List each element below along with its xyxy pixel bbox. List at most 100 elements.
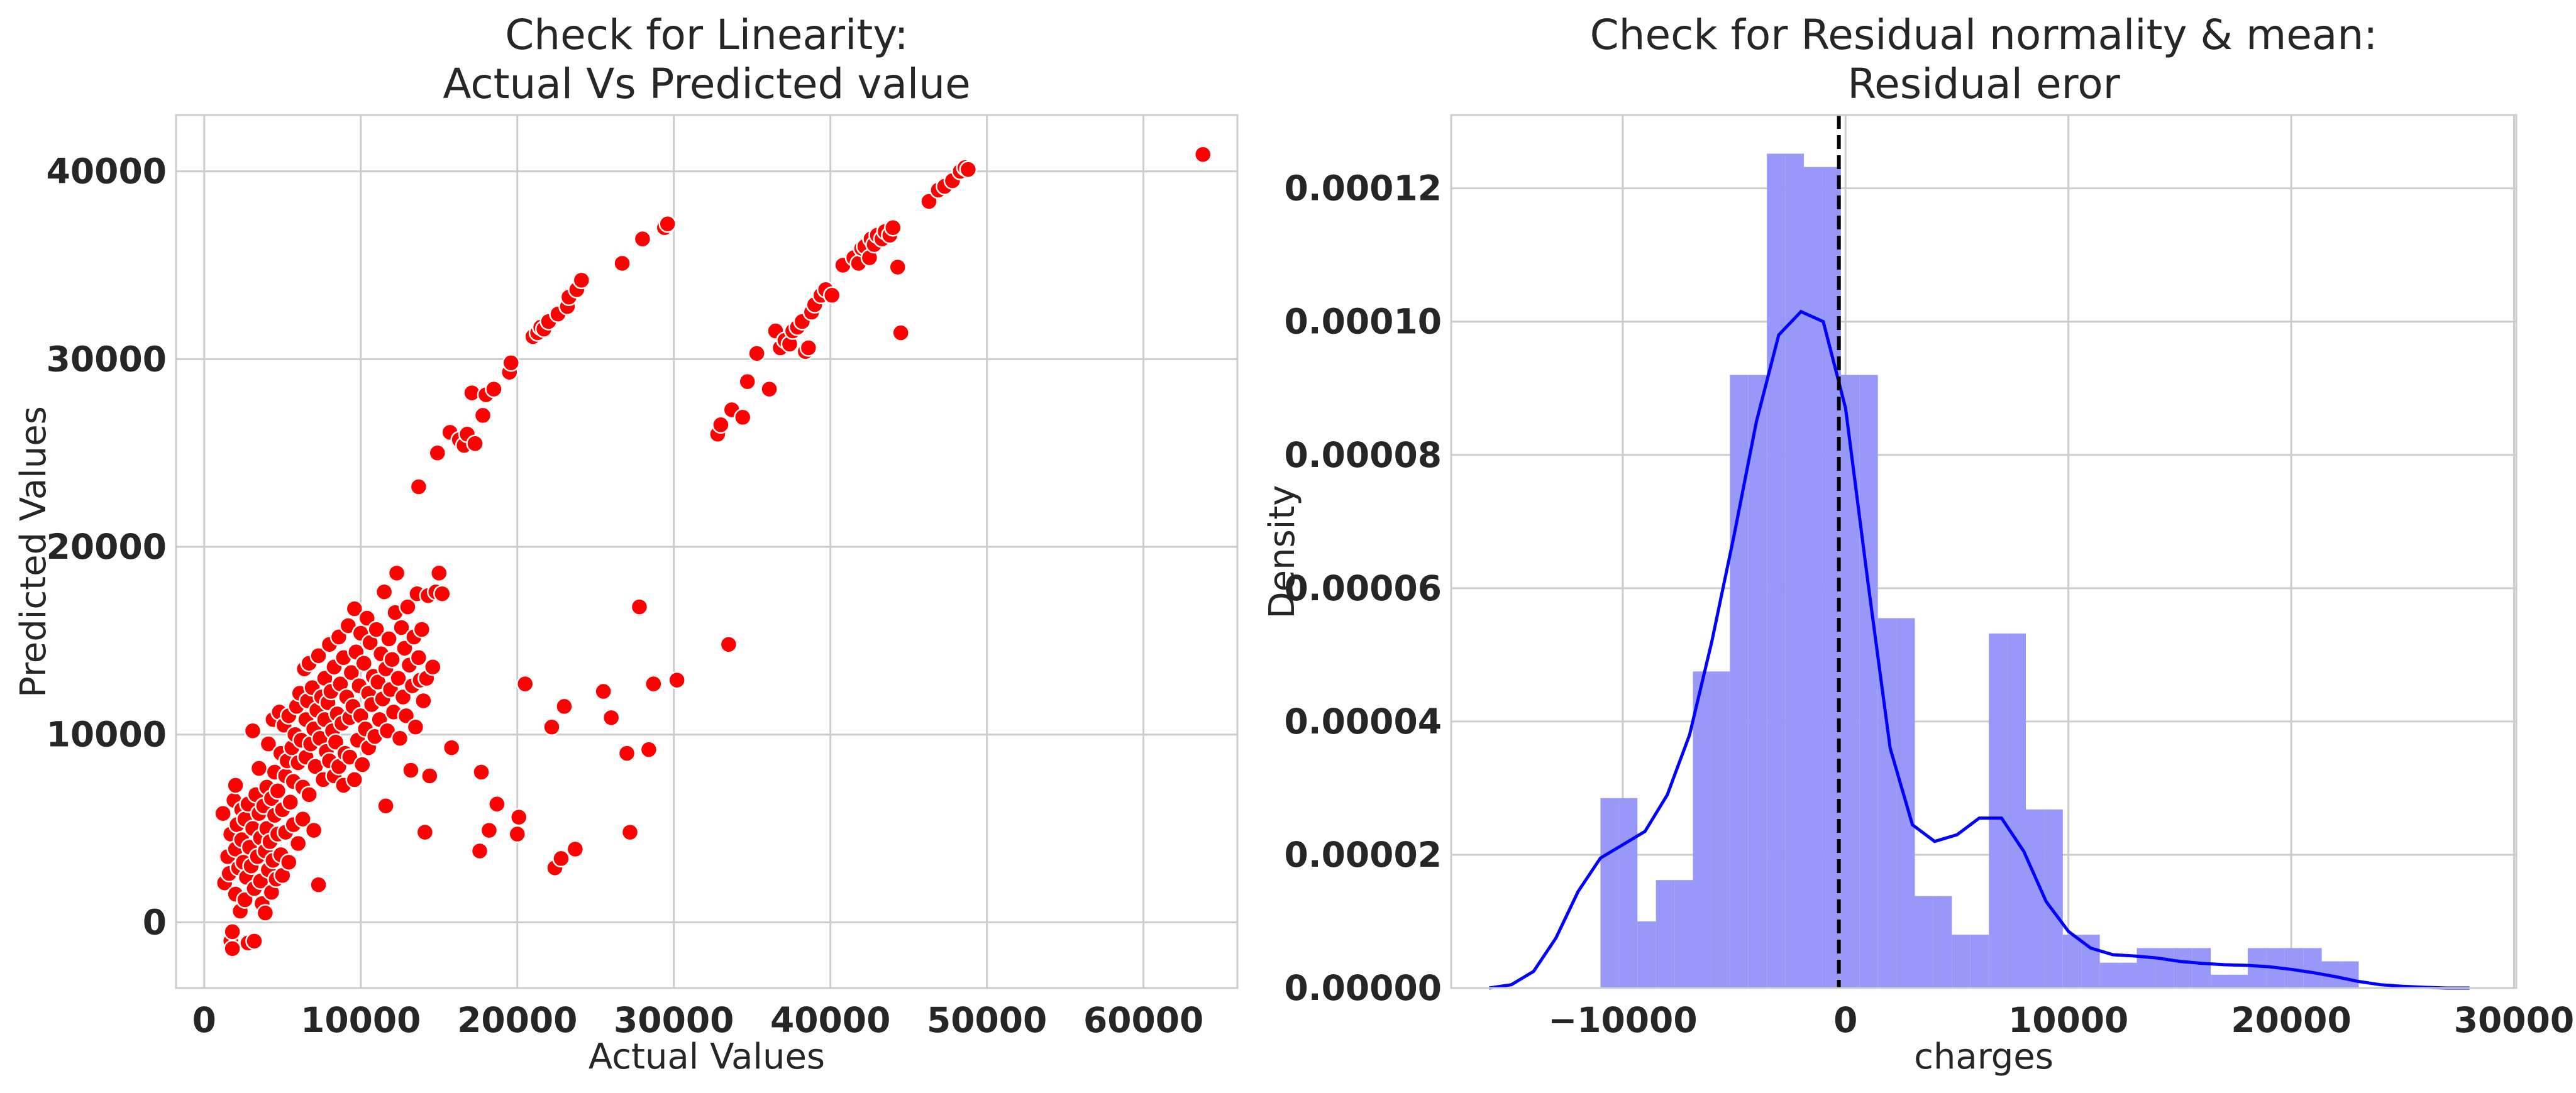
- scatter-point: [594, 682, 612, 701]
- scatter-y-tick-label: 0: [143, 902, 167, 942]
- scatter-point: [508, 825, 526, 843]
- scatter-title-line1: Check for Linearity:: [505, 11, 909, 59]
- histogram-chart: Check for Residual normality & mean: Res…: [1262, 11, 2574, 1077]
- scatter-point: [734, 408, 752, 427]
- scatter-point: [822, 286, 841, 305]
- kde-curve: [1488, 309, 2470, 990]
- scatter-point: [245, 932, 263, 950]
- hist-bar: [2155, 948, 2174, 988]
- hist-y-tick-label: 0.00000: [1284, 968, 1442, 1008]
- scatter-x-tick-labels: 0 10000 20000 30000 40000 50000 60000: [192, 1000, 1204, 1040]
- hist-x-tick-label: −10000: [1548, 1000, 1697, 1040]
- hist-title-line2: Residual eror: [1847, 60, 2120, 108]
- scatter-y-axis-label: Predicted Values: [13, 406, 54, 698]
- scatter-point: [402, 761, 420, 779]
- scatter-point: [555, 697, 573, 716]
- scatter-chart: Check for Linearity: Actual Vs Predicted…: [13, 11, 1239, 1077]
- scatter-point: [719, 635, 738, 654]
- hist-x-axis-label: charges: [1914, 1036, 2054, 1077]
- hist-bar: [2192, 948, 2211, 988]
- scatter-point: [572, 271, 591, 290]
- scatter-point: [760, 380, 778, 398]
- hist-y-tick-label: 0.00010: [1284, 302, 1442, 342]
- scatter-x-tick-label: 20000: [457, 1000, 577, 1040]
- hist-bar: [2174, 948, 2192, 988]
- scatter-point: [289, 834, 307, 853]
- hist-x-tick-label: 30000: [2454, 1000, 2574, 1040]
- scatter-point: [888, 258, 907, 277]
- scatter-point: [552, 849, 570, 868]
- hist-y-tick-label: 0.00004: [1284, 701, 1442, 742]
- scatter-point: [473, 406, 492, 425]
- scatter-point: [375, 583, 394, 601]
- hist-bar: [2303, 948, 2322, 988]
- scatter-point: [353, 755, 372, 774]
- scatter-point: [509, 808, 528, 827]
- scatter-point: [658, 215, 677, 233]
- hist-bar: [2211, 974, 2230, 988]
- scatter-point: [421, 767, 439, 785]
- hist-bar: [1693, 671, 1711, 988]
- scatter-y-tick-label: 20000: [47, 527, 167, 567]
- hist-x-tick-label: 20000: [2231, 1000, 2351, 1040]
- scatter-point: [342, 663, 361, 682]
- scatter-point: [250, 759, 268, 777]
- hist-bar: [2118, 962, 2137, 988]
- scatter-point: [345, 771, 364, 789]
- hist-bar: [2044, 809, 2063, 988]
- scatter-point: [633, 229, 652, 248]
- scatter-point: [223, 940, 241, 958]
- scatter-point: [300, 786, 318, 804]
- scatter-x-tick-label: 60000: [1083, 1000, 1203, 1040]
- scatter-x-axis-label: Actual Values: [589, 1036, 825, 1077]
- scatter-x-tick-label: 0: [192, 1000, 216, 1040]
- hist-bar: [1711, 671, 1730, 988]
- scatter-point: [409, 649, 428, 667]
- hist-bar: [1785, 153, 1805, 989]
- hist-bar: [2137, 948, 2155, 988]
- hist-bar: [2062, 935, 2082, 988]
- scatter-point: [617, 744, 636, 762]
- scatter-point: [430, 564, 448, 583]
- scatter-point: [668, 671, 686, 689]
- scatter-point: [390, 729, 409, 747]
- scatter-point: [383, 651, 401, 669]
- scatter-point: [226, 776, 245, 794]
- hist-x-tick-labels: −10000 0 10000 20000 30000: [1548, 1000, 2574, 1040]
- scatter-point: [621, 823, 639, 842]
- hist-bar: [1952, 935, 1971, 988]
- scatter-point: [712, 415, 730, 434]
- hist-bar: [2025, 809, 2045, 988]
- scatter-point: [304, 821, 323, 840]
- scatter-point: [223, 923, 241, 941]
- scatter-x-tick-label: 40000: [770, 1000, 890, 1040]
- hist-bar: [1859, 375, 1878, 988]
- scatter-point: [424, 657, 442, 676]
- scatter-point: [389, 669, 407, 688]
- scatter-point: [799, 339, 818, 357]
- hist-bar: [1915, 896, 1933, 988]
- scatter-point: [309, 647, 328, 665]
- scatter-point: [1193, 145, 1212, 163]
- hist-bar: [1637, 921, 1656, 988]
- hist-bar: [1804, 167, 1823, 988]
- scatter-point: [566, 840, 585, 859]
- scatter-point: [470, 842, 489, 860]
- hist-y-tick-label: 0.00006: [1284, 568, 1442, 608]
- scatter-y-tick-labels: 0 10000 20000 30000 40000: [47, 151, 167, 943]
- scatter-point: [259, 735, 278, 753]
- scatter-x-tick-label: 10000: [301, 1000, 421, 1040]
- scatter-point: [602, 708, 621, 727]
- hist-x-tick-label: 0: [1833, 1000, 1857, 1040]
- scatter-point: [466, 434, 484, 453]
- scatter-point: [367, 620, 385, 639]
- scatter-point: [256, 904, 275, 922]
- scatter-point: [516, 674, 534, 693]
- scatter-point: [268, 782, 287, 800]
- hist-y-tick-label: 0.00012: [1284, 168, 1442, 209]
- hist-bar: [1600, 798, 1619, 988]
- hist-bar: [1730, 375, 1749, 988]
- scatter-point: [613, 254, 631, 273]
- scatter-point: [355, 654, 373, 673]
